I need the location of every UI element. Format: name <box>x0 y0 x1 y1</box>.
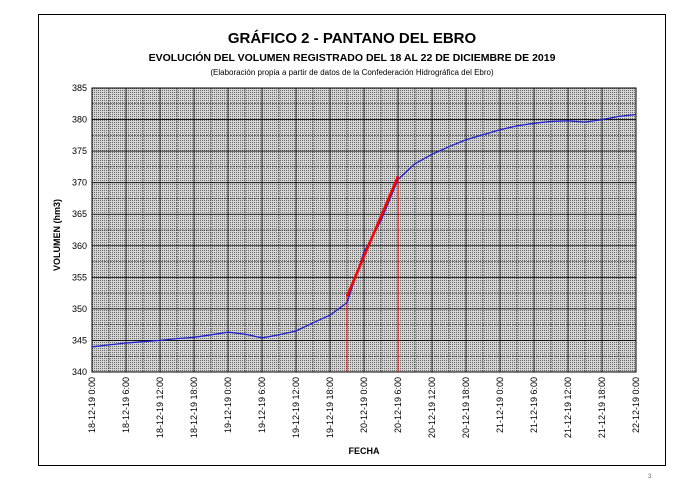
x-tick-label: 19-12-19 12:00 <box>291 377 301 438</box>
x-tick-label: 18-12-19 12:00 <box>155 377 165 438</box>
x-tick-label: 20-12-19 6:00 <box>393 377 403 433</box>
x-axis-label: FECHA <box>348 446 380 456</box>
x-tick-label: 20-12-19 0:00 <box>359 377 369 433</box>
y-tick-label: 385 <box>72 83 87 93</box>
x-tick-label: 18-12-19 6:00 <box>121 377 131 433</box>
y-tick-label: 370 <box>72 178 87 188</box>
x-tick-label: 21-12-19 0:00 <box>495 377 505 433</box>
y-tick-label: 345 <box>72 335 87 345</box>
y-tick-label: 365 <box>72 209 87 219</box>
chart-subtitle: EVOLUCIÓN DEL VOLUMEN REGISTRADO DEL 18 … <box>148 52 556 64</box>
y-tick-label: 380 <box>72 115 87 125</box>
y-tick-label: 355 <box>72 272 87 282</box>
x-tick-label: 20-12-19 12:00 <box>427 377 437 438</box>
x-tick-label: 21-12-19 18:00 <box>597 377 607 438</box>
y-tick-label: 340 <box>72 367 87 377</box>
x-tick-label: 19-12-19 6:00 <box>257 377 267 433</box>
x-tick-label: 18-12-19 18:00 <box>189 377 199 438</box>
y-tick-label: 350 <box>72 304 87 314</box>
trend-line <box>345 175 400 297</box>
y-tick-label: 360 <box>72 241 87 251</box>
x-tick-label: 21-12-19 6:00 <box>529 377 539 433</box>
x-tick-label: 19-12-19 18:00 <box>325 377 335 438</box>
series-line <box>91 113 637 348</box>
y-tick-label: 375 <box>72 146 87 156</box>
x-tick-label: 21-12-19 12:00 <box>563 377 573 438</box>
x-tick-label: 19-12-19 0:00 <box>223 377 233 433</box>
x-tick-label: 22-12-19 0:00 <box>631 377 641 433</box>
chart-source-note: (Elaboración propia a partir de datos de… <box>210 68 494 77</box>
page-number: 3 <box>648 474 652 480</box>
x-tick-label: 18-12-19 0:00 <box>87 377 97 433</box>
chart-title: GRÁFICO 2 - PANTANO DEL EBRO <box>227 30 477 47</box>
x-tick-label: 20-12-19 18:00 <box>461 377 471 438</box>
